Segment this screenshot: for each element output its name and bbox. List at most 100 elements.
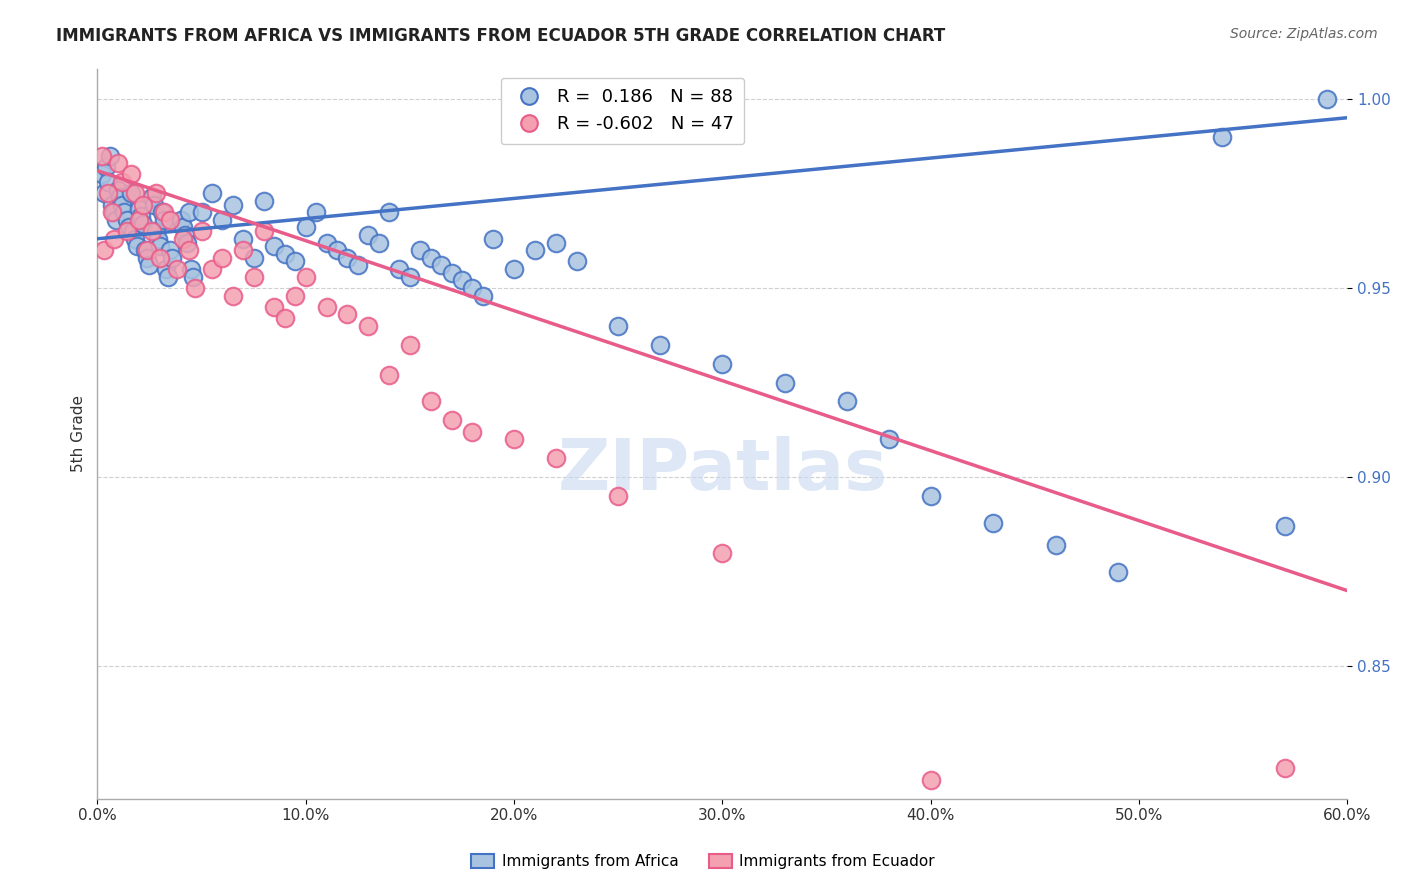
Point: [607, 318, 630, 333]
Point: [93, 243, 115, 257]
Point: [378, 205, 401, 219]
Point: [105, 212, 128, 227]
Point: [153, 212, 176, 227]
Point: [451, 273, 474, 287]
Point: [607, 489, 630, 503]
Point: [461, 425, 484, 439]
Point: [115, 224, 138, 238]
Point: [263, 239, 285, 253]
Point: [157, 269, 180, 284]
Point: [110, 190, 132, 204]
Point: [399, 337, 422, 351]
Point: [201, 262, 224, 277]
Point: [134, 243, 156, 257]
Point: [305, 205, 328, 219]
Point: [315, 235, 337, 250]
Point: [461, 281, 484, 295]
Point: [471, 288, 494, 302]
Point: [336, 308, 359, 322]
Point: [232, 243, 254, 257]
Point: [284, 254, 307, 268]
Point: [981, 516, 1004, 530]
Point: [544, 235, 567, 250]
Point: [222, 288, 245, 302]
Point: [346, 258, 368, 272]
Point: [125, 239, 148, 253]
Point: [503, 262, 526, 277]
Point: [1107, 565, 1129, 579]
Y-axis label: 5th Grade: 5th Grade: [72, 395, 86, 472]
Point: [93, 186, 115, 201]
Point: [101, 205, 124, 219]
Point: [120, 186, 142, 201]
Point: [132, 217, 155, 231]
Point: [1274, 762, 1296, 776]
Point: [357, 227, 380, 242]
Point: [128, 212, 150, 227]
Text: ZIPatlas: ZIPatlas: [557, 435, 887, 505]
Point: [111, 198, 134, 212]
Point: [357, 318, 380, 333]
Point: [180, 262, 202, 277]
Point: [98, 148, 121, 162]
Text: IMMIGRANTS FROM AFRICA VS IMMIGRANTS FROM ECUADOR 5TH GRADE CORRELATION CHART: IMMIGRANTS FROM AFRICA VS IMMIGRANTS FRO…: [56, 27, 945, 45]
Point: [136, 243, 159, 257]
Point: [184, 281, 207, 295]
Point: [173, 227, 195, 242]
Point: [103, 205, 125, 219]
Point: [419, 251, 441, 265]
Point: [503, 433, 526, 447]
Point: [94, 160, 117, 174]
Point: [120, 168, 142, 182]
Point: [201, 186, 224, 201]
Point: [222, 198, 245, 212]
Point: [284, 288, 307, 302]
Point: [253, 194, 276, 208]
Point: [114, 205, 136, 219]
Point: [149, 239, 172, 253]
Point: [1316, 92, 1339, 106]
Point: [159, 243, 181, 257]
Point: [544, 451, 567, 466]
Point: [101, 198, 124, 212]
Point: [419, 394, 441, 409]
Point: [107, 183, 129, 197]
Point: [837, 394, 859, 409]
Point: [142, 198, 165, 212]
Point: [141, 224, 163, 238]
Point: [97, 175, 120, 189]
Point: [172, 232, 194, 246]
Point: [146, 232, 169, 246]
Point: [440, 266, 463, 280]
Point: [648, 337, 671, 351]
Point: [409, 243, 432, 257]
Point: [211, 212, 233, 227]
Point: [176, 235, 198, 250]
Point: [253, 224, 276, 238]
Text: Source: ZipAtlas.com: Source: ZipAtlas.com: [1230, 27, 1378, 41]
Point: [124, 232, 146, 246]
Legend: R =  0.186   N = 88, R = -0.602   N = 47: R = 0.186 N = 88, R = -0.602 N = 47: [501, 78, 744, 145]
Point: [773, 376, 796, 390]
Point: [115, 212, 138, 227]
Point: [1045, 538, 1067, 552]
Point: [136, 251, 159, 265]
Point: [145, 224, 167, 238]
Point: [190, 205, 212, 219]
Point: [294, 269, 316, 284]
Point: [107, 156, 129, 170]
Point: [523, 243, 546, 257]
Point: [121, 224, 143, 238]
Point: [367, 235, 389, 250]
Point: [1211, 129, 1233, 144]
Point: [242, 251, 264, 265]
Point: [150, 205, 173, 219]
Point: [482, 232, 505, 246]
Point: [181, 269, 204, 284]
Point: [153, 205, 176, 219]
Point: [190, 224, 212, 238]
Point: [172, 220, 194, 235]
Point: [211, 251, 233, 265]
Point: [711, 357, 734, 371]
Point: [274, 247, 297, 261]
